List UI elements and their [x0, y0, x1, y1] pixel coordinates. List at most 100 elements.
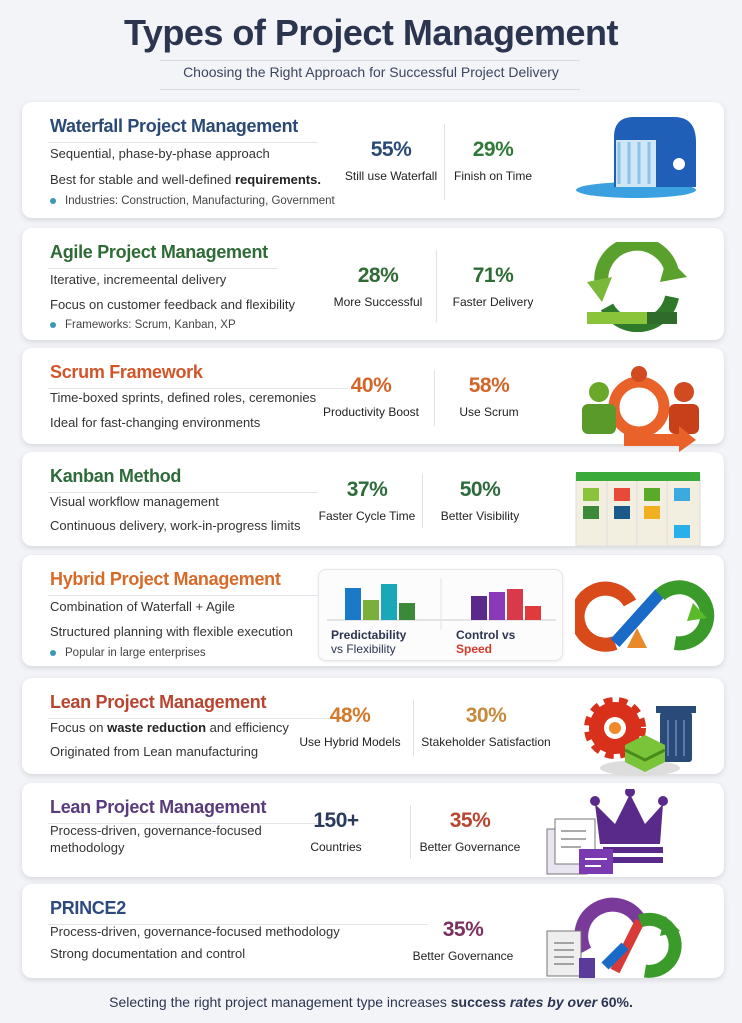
footer-note: Selecting the right project management t…: [0, 994, 742, 1010]
method-card: Hybrid Project Management Combination of …: [22, 555, 724, 666]
stat-label: More Successful: [333, 295, 423, 309]
card-title: Scrum Framework: [50, 362, 203, 382]
stat-value: 55%: [370, 138, 412, 161]
description-text: Iterative, incremeental delivery: [50, 272, 227, 287]
stat-divider: [444, 124, 445, 200]
divider: [160, 60, 580, 61]
comparison-label-line: vs Flexibility: [331, 642, 396, 656]
divider: [48, 718, 338, 719]
stat-divider: [413, 700, 414, 756]
footer-emphasis: 60%.: [600, 994, 633, 1010]
method-card: Waterfall Project Management Sequential, …: [22, 102, 724, 218]
comparison-bar-charts: [327, 578, 556, 658]
stat-value: 150+: [313, 809, 359, 832]
stat-divider: [410, 805, 411, 859]
emphasis-text: waste reduction: [107, 720, 207, 735]
description-text: Structured planning with flexible execut…: [50, 624, 293, 639]
bar: [471, 596, 487, 620]
stat-value: 30%: [465, 704, 507, 727]
description-line: Iterative, incremeental delivery: [50, 272, 226, 287]
hybrid-loop-icon: [570, 573, 715, 668]
emphasis-text: requirements.: [235, 172, 321, 187]
prince2-loop-icon: [545, 896, 685, 991]
description-text: Combination of Waterfall + Agile: [50, 599, 235, 614]
stat-divider: [436, 250, 437, 322]
stat-value: 48%: [329, 704, 371, 727]
divider: [48, 492, 318, 493]
stat-label: Faster Cycle Time: [318, 509, 416, 523]
comparison-panel: Predictability vs Flexibility Control vs Sp…: [318, 569, 563, 661]
stat-label: Better Visibility: [440, 509, 520, 523]
method-card: Scrum Framework Time-boxed sprints, defin…: [22, 348, 724, 452]
kanban-board-icon: [574, 470, 704, 555]
stat-label: Use Hybrid Models: [299, 735, 401, 749]
description-text: Focus on: [50, 720, 108, 735]
description-line: Best for stable and well-defined require…: [50, 172, 321, 187]
bullet-item: Industries: Construction, Manufacturing,…: [50, 195, 335, 207]
page-title: Types of Project Management: [124, 12, 618, 53]
stat-value: 71%: [472, 264, 514, 287]
stat-block: 50% Better Visibility: [415, 478, 545, 523]
description-text: Ideal for fast-changing environments: [50, 415, 261, 430]
divider: [48, 268, 278, 269]
stat-label: Better Governance: [419, 840, 521, 854]
stat-label: Countries: [310, 840, 362, 854]
bar: [363, 600, 379, 620]
method-card: PRINCE2 Process-driven, governance-focuse…: [22, 884, 724, 978]
description-line: Originated from Lean manufacturing: [50, 744, 258, 759]
comparison-label: Control vs Speed: [456, 628, 515, 656]
description-text: Best for stable and well-defined: [50, 172, 235, 187]
description-text: Originated from Lean manufacturing: [50, 744, 259, 759]
waterfall-icon: [574, 112, 704, 207]
comparison-label-line: Speed: [456, 642, 493, 656]
stat-label: Faster Delivery: [452, 295, 534, 309]
description-text: Continuous delivery, work-in-progress li…: [50, 518, 301, 533]
stat-block: 71% Faster Delivery: [428, 264, 558, 309]
card-title: Agile Project Management: [50, 242, 268, 262]
gear-trash-icon: [570, 690, 700, 785]
method-card: Lean Project Management Focus on waste re…: [22, 678, 724, 776]
stat-divider: [434, 370, 435, 426]
stat-block: 28% More Successful: [313, 264, 443, 309]
description-text: methodology: [50, 840, 125, 855]
card-title: PRINCE2: [50, 898, 126, 918]
stat-block: 55% Still use Waterfall: [326, 138, 456, 183]
page-subtitle: Choosing the Right Approach for Successf…: [183, 64, 559, 80]
description-line: Focus on waste reduction and efficiency: [50, 720, 289, 735]
stat-label: Still use Waterfall: [344, 169, 438, 183]
description-text: Focus on customer feedback and flexibili…: [50, 297, 295, 312]
stat-value: 50%: [459, 478, 501, 501]
description-line: Strong documentation and control: [50, 946, 245, 961]
stat-value: 40%: [350, 374, 392, 397]
divider: [160, 89, 580, 90]
description-text: and efficiency: [206, 720, 289, 735]
description-line: methodology: [50, 840, 124, 855]
card-title: Kanban Method: [50, 466, 182, 486]
card-title: Waterfall Project Management: [50, 116, 298, 136]
bullet-item: Frameworks: Scrum, Kanban, XP: [50, 319, 236, 331]
divider: [48, 924, 428, 925]
footer-emphasis: success: [450, 994, 507, 1010]
bar: [381, 584, 397, 620]
stat-divider: [422, 474, 423, 528]
divider: [48, 142, 318, 143]
bar: [507, 589, 523, 620]
stat-value: 29%: [472, 138, 514, 161]
description-line: Visual workflow management: [50, 494, 219, 509]
divider: [48, 595, 318, 596]
stat-block: 30% Stakeholder Satisfaction: [421, 704, 551, 749]
description-text: Time-boxed sprints, defined roles, cerem…: [50, 390, 317, 405]
description-line: Ideal for fast-changing environments: [50, 415, 260, 430]
method-card: Agile Project Management Iterative, incre…: [22, 228, 724, 340]
divider: [48, 388, 348, 389]
description-line: Structured planning with flexible execut…: [50, 624, 293, 639]
stat-block: 35% Better Governance: [398, 918, 528, 963]
stat-block: 40% Productivity Boost: [306, 374, 436, 419]
stat-value: 35%: [449, 809, 491, 832]
scrum-team-icon: [574, 362, 704, 457]
bar: [525, 606, 541, 620]
stat-block: 29% Finish on Time: [428, 138, 558, 183]
description-text: Visual workflow management: [50, 494, 219, 509]
stat-value: 37%: [346, 478, 388, 501]
cycle-arrows-icon: [572, 236, 702, 337]
